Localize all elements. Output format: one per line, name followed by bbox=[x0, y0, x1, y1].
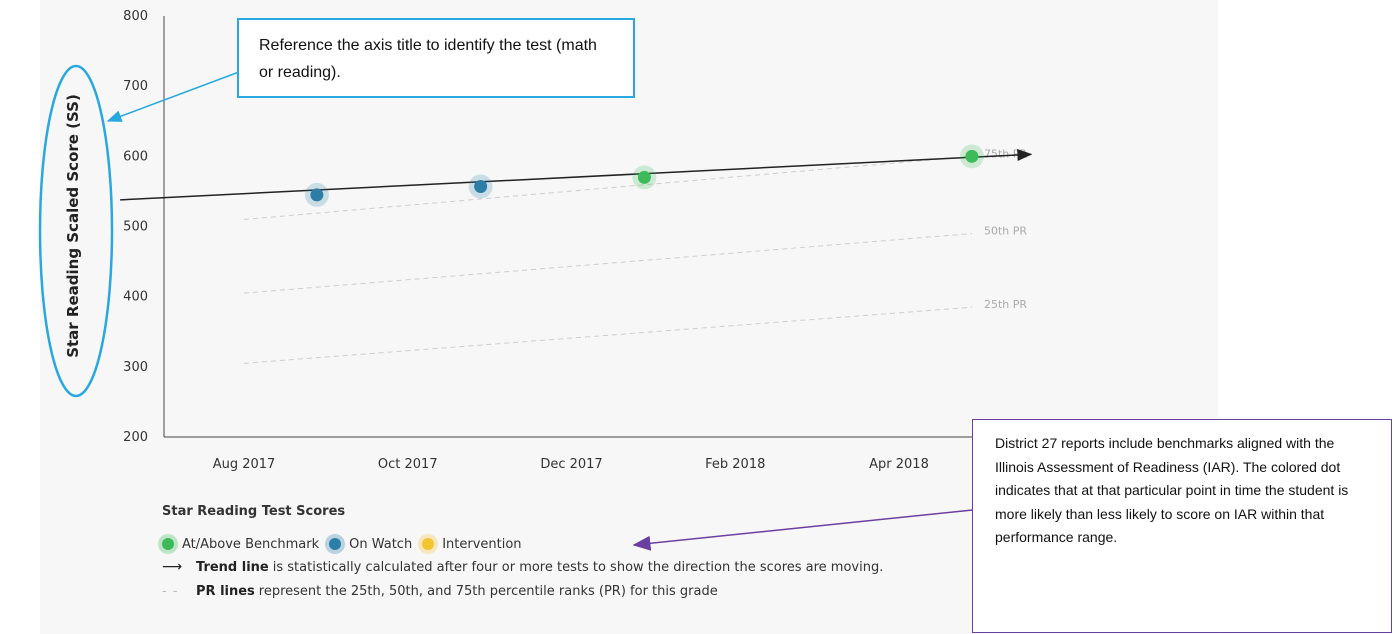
legend-label: At/Above Benchmark bbox=[182, 536, 320, 552]
trend-note-bold: Trend line bbox=[196, 559, 269, 575]
pr-line-label: 50th PR bbox=[984, 225, 1027, 238]
pr-note: - - PR lines represent the 25th, 50th, a… bbox=[162, 579, 883, 603]
trend-note-text: is statistically calculated after four o… bbox=[272, 559, 884, 575]
data-point bbox=[474, 180, 488, 194]
legend-item-on-watch: On Watch bbox=[325, 534, 413, 554]
pr-line-label: 25th PR bbox=[984, 298, 1027, 311]
legend-title: Star Reading Test Scores bbox=[162, 504, 346, 519]
legend-item-benchmark: At/Above Benchmark bbox=[158, 534, 320, 554]
data-point bbox=[310, 188, 324, 202]
y-axis-label: Star Reading Scaled Score (SS) bbox=[64, 94, 82, 358]
pr-line-label: 75th PR bbox=[984, 147, 1027, 160]
legend-item-intervention: Intervention bbox=[418, 534, 522, 554]
legend-label: On Watch bbox=[349, 536, 413, 552]
iar-callout: District 27 reports include benchmarks a… bbox=[972, 419, 1392, 633]
y-tick-label: 800 bbox=[123, 9, 148, 24]
x-tick-label: Aug 2017 bbox=[213, 457, 276, 472]
trend-note: ⟶ Trend line is statistically calculated… bbox=[162, 555, 883, 579]
y-tick-label: 500 bbox=[123, 220, 148, 235]
y-tick-label: 600 bbox=[123, 149, 148, 164]
arrow-right-icon: ⟶ bbox=[162, 559, 183, 575]
legend-label: Intervention bbox=[442, 536, 522, 552]
trend-line bbox=[120, 149, 1033, 201]
y-tick-label: 300 bbox=[123, 360, 148, 375]
x-tick-label: Dec 2017 bbox=[540, 457, 602, 472]
legend-status-row: At/Above Benchmark On Watch Intervention bbox=[158, 533, 883, 555]
pr-note-text: represent the 25th, 50th, and 75th perce… bbox=[258, 583, 718, 599]
pr-line bbox=[243, 233, 973, 294]
axis-title-callout: Reference the axis title to identify the… bbox=[237, 18, 635, 98]
legend: Star Reading Test Scores At/Above Benchm… bbox=[158, 504, 883, 603]
x-tick-label: Apr 2018 bbox=[869, 457, 929, 472]
x-tick-label: Oct 2017 bbox=[378, 457, 438, 472]
dashed-line-icon: - - bbox=[162, 583, 179, 599]
pr-note-bold: PR lines bbox=[196, 583, 255, 599]
blue-dot-icon bbox=[325, 534, 346, 554]
x-tick-label: Feb 2018 bbox=[705, 457, 765, 472]
y-tick-label: 700 bbox=[123, 79, 148, 94]
y-tick-label: 400 bbox=[123, 290, 148, 305]
pr-line bbox=[243, 306, 973, 364]
data-point bbox=[965, 149, 979, 163]
data-point bbox=[637, 170, 651, 184]
pr-line bbox=[243, 155, 973, 220]
green-dot-icon bbox=[158, 534, 178, 554]
y-tick-label: 200 bbox=[123, 430, 148, 445]
yellow-dot-icon bbox=[418, 534, 439, 554]
